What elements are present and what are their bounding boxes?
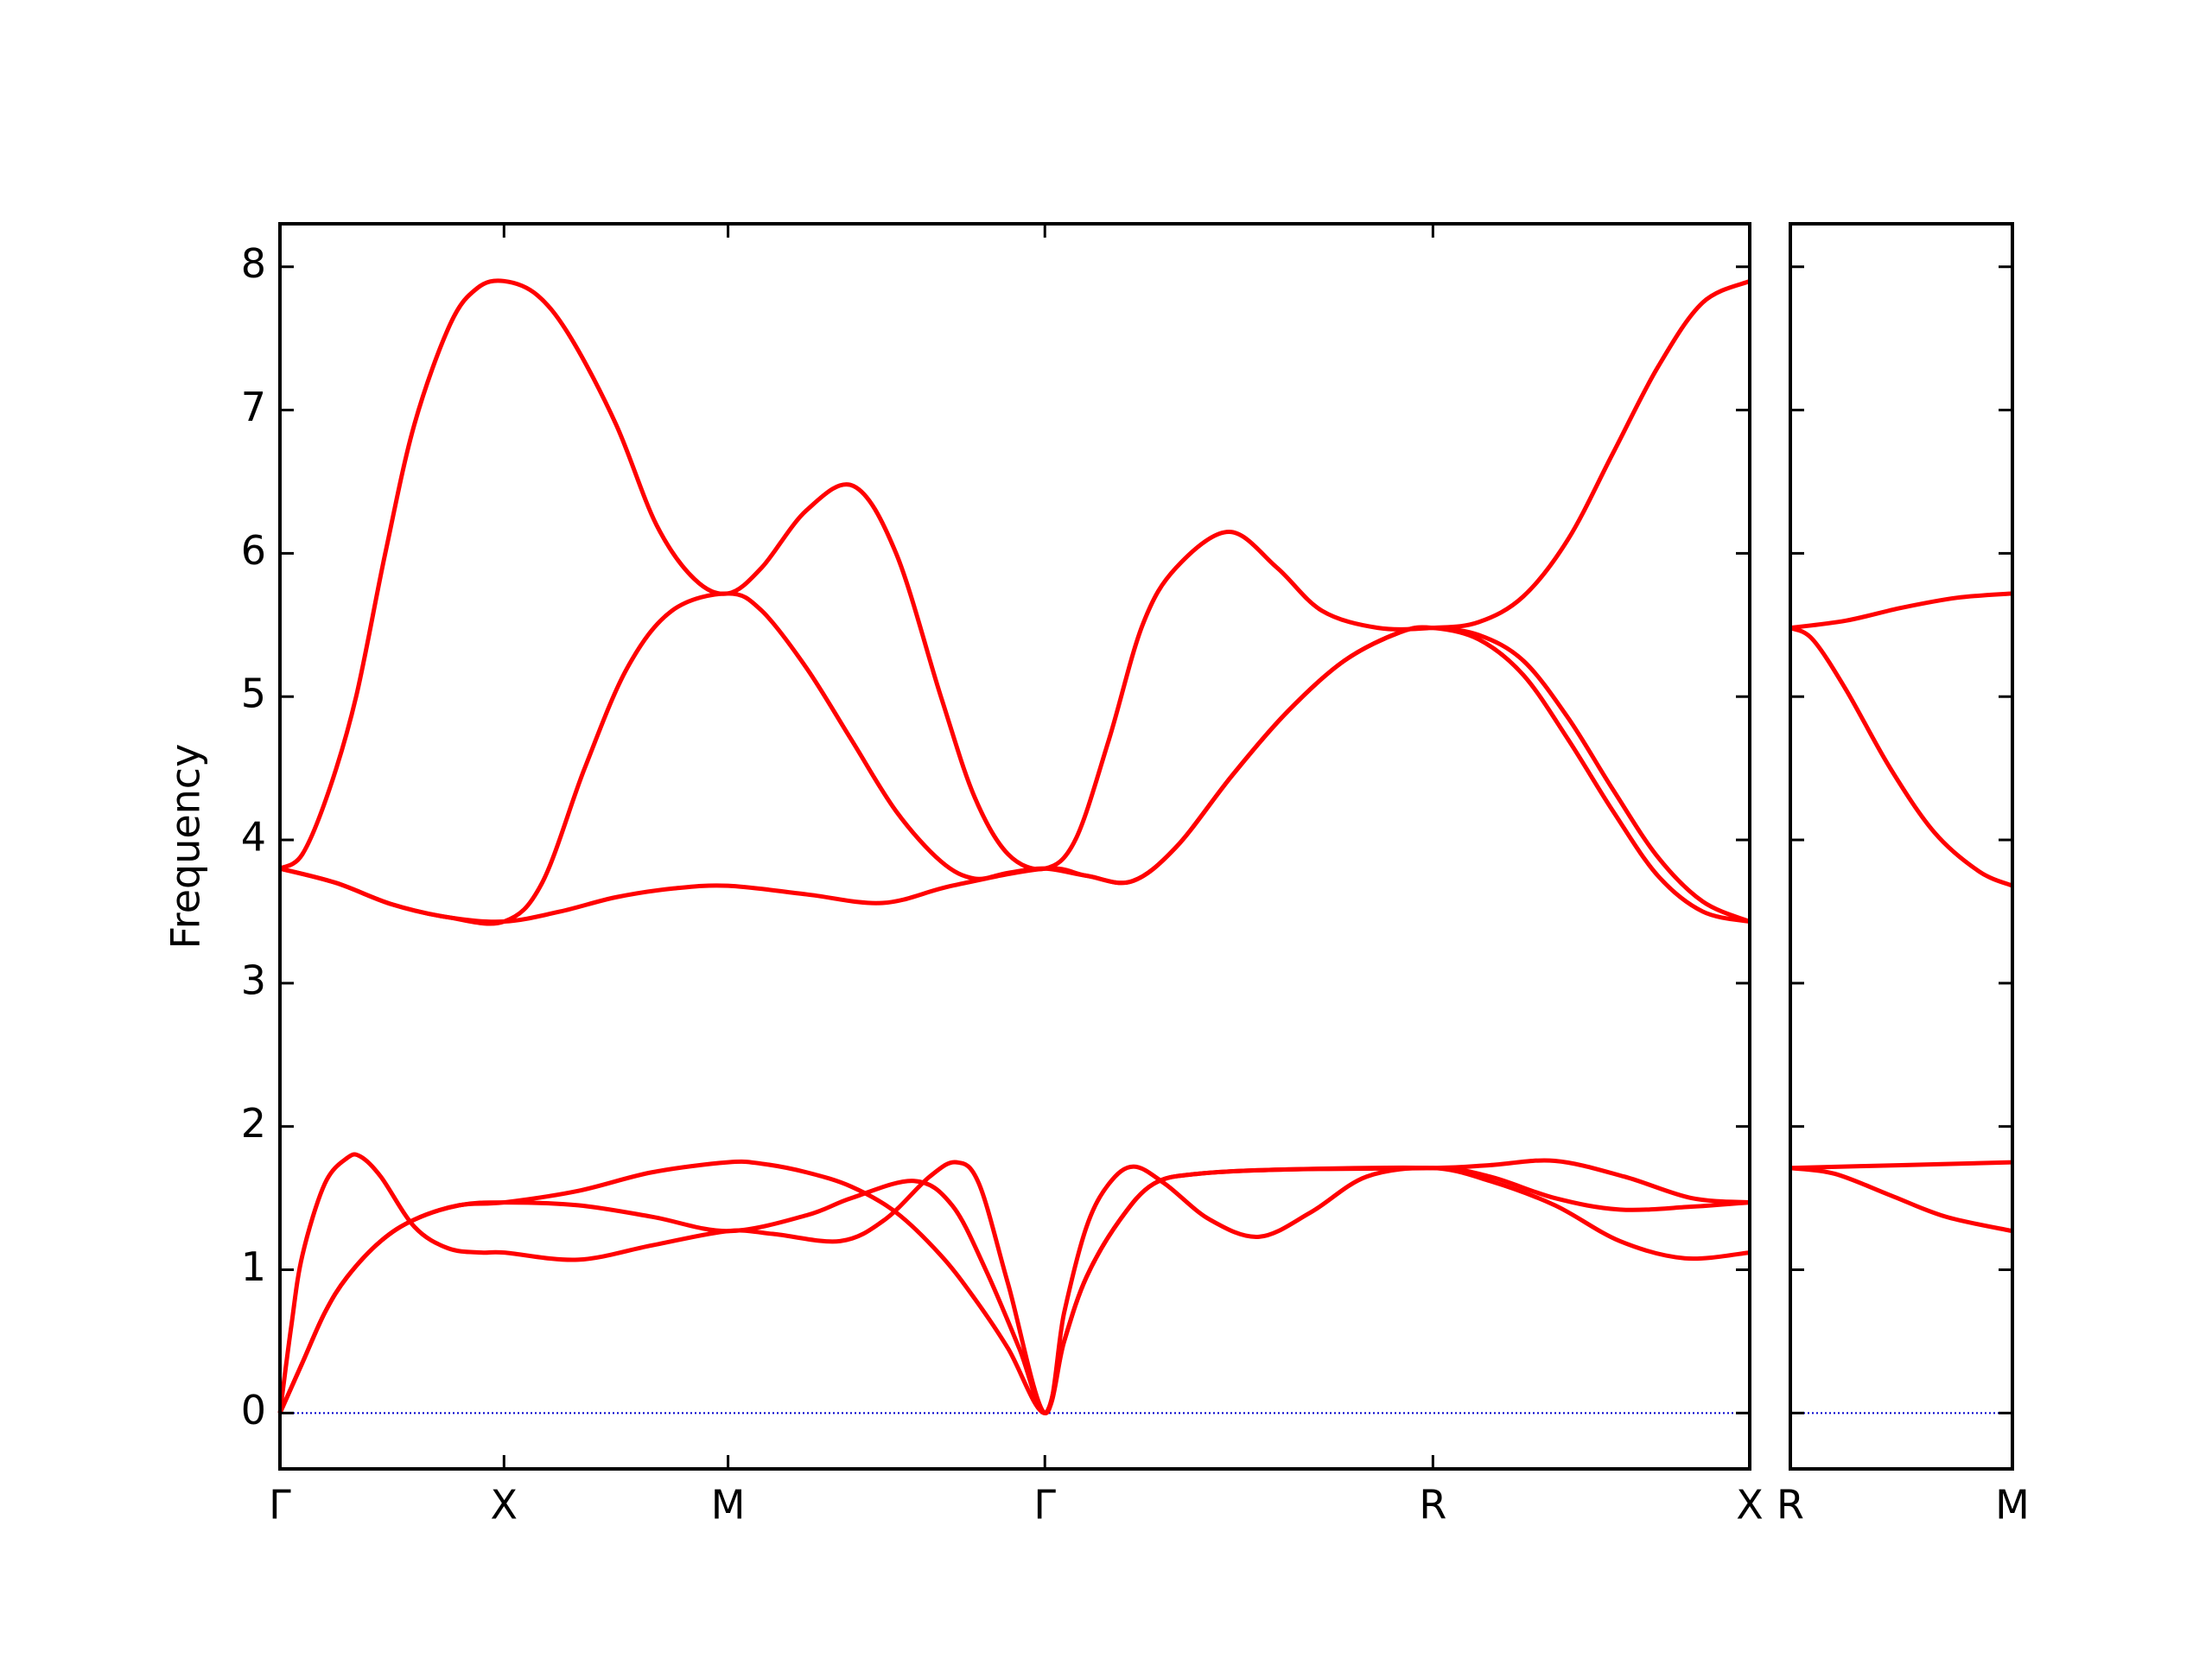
x-tick-label: Γ <box>1033 1482 1056 1529</box>
y-tick-label: 8 <box>241 240 266 287</box>
x-tick-label: M <box>711 1482 746 1529</box>
band-line <box>279 625 1751 925</box>
x-tick-label: M <box>1995 1482 2030 1529</box>
y-tick-label: 5 <box>241 671 266 717</box>
y-tick-label: 1 <box>241 1243 266 1290</box>
axes-frame <box>1789 222 2014 1471</box>
band-line <box>278 278 1751 872</box>
x-tick-label: R <box>1777 1482 1804 1529</box>
y-tick-label: 7 <box>241 384 266 430</box>
y-tick-label: 4 <box>241 814 266 861</box>
band-line <box>279 591 1751 926</box>
x-tick-label: R <box>1419 1482 1446 1529</box>
band-line <box>1789 591 2013 631</box>
y-tick-label: 6 <box>241 527 266 574</box>
x-tick-label: Γ <box>269 1482 291 1529</box>
x-tick-label: X <box>1736 1482 1764 1529</box>
band-line <box>277 1152 1751 1415</box>
y-axis-label: Frequency <box>162 744 209 950</box>
band-line <box>277 1158 1751 1415</box>
x-tick-label: X <box>491 1482 518 1529</box>
band-line <box>1789 626 2013 888</box>
y-tick-label: 3 <box>241 957 266 1003</box>
y-tick-label: 2 <box>241 1100 266 1147</box>
axes-frame <box>278 222 1751 1471</box>
y-tick-label: 0 <box>241 1387 266 1433</box>
band-line <box>1789 1166 2013 1234</box>
band-line <box>1789 1160 2013 1171</box>
